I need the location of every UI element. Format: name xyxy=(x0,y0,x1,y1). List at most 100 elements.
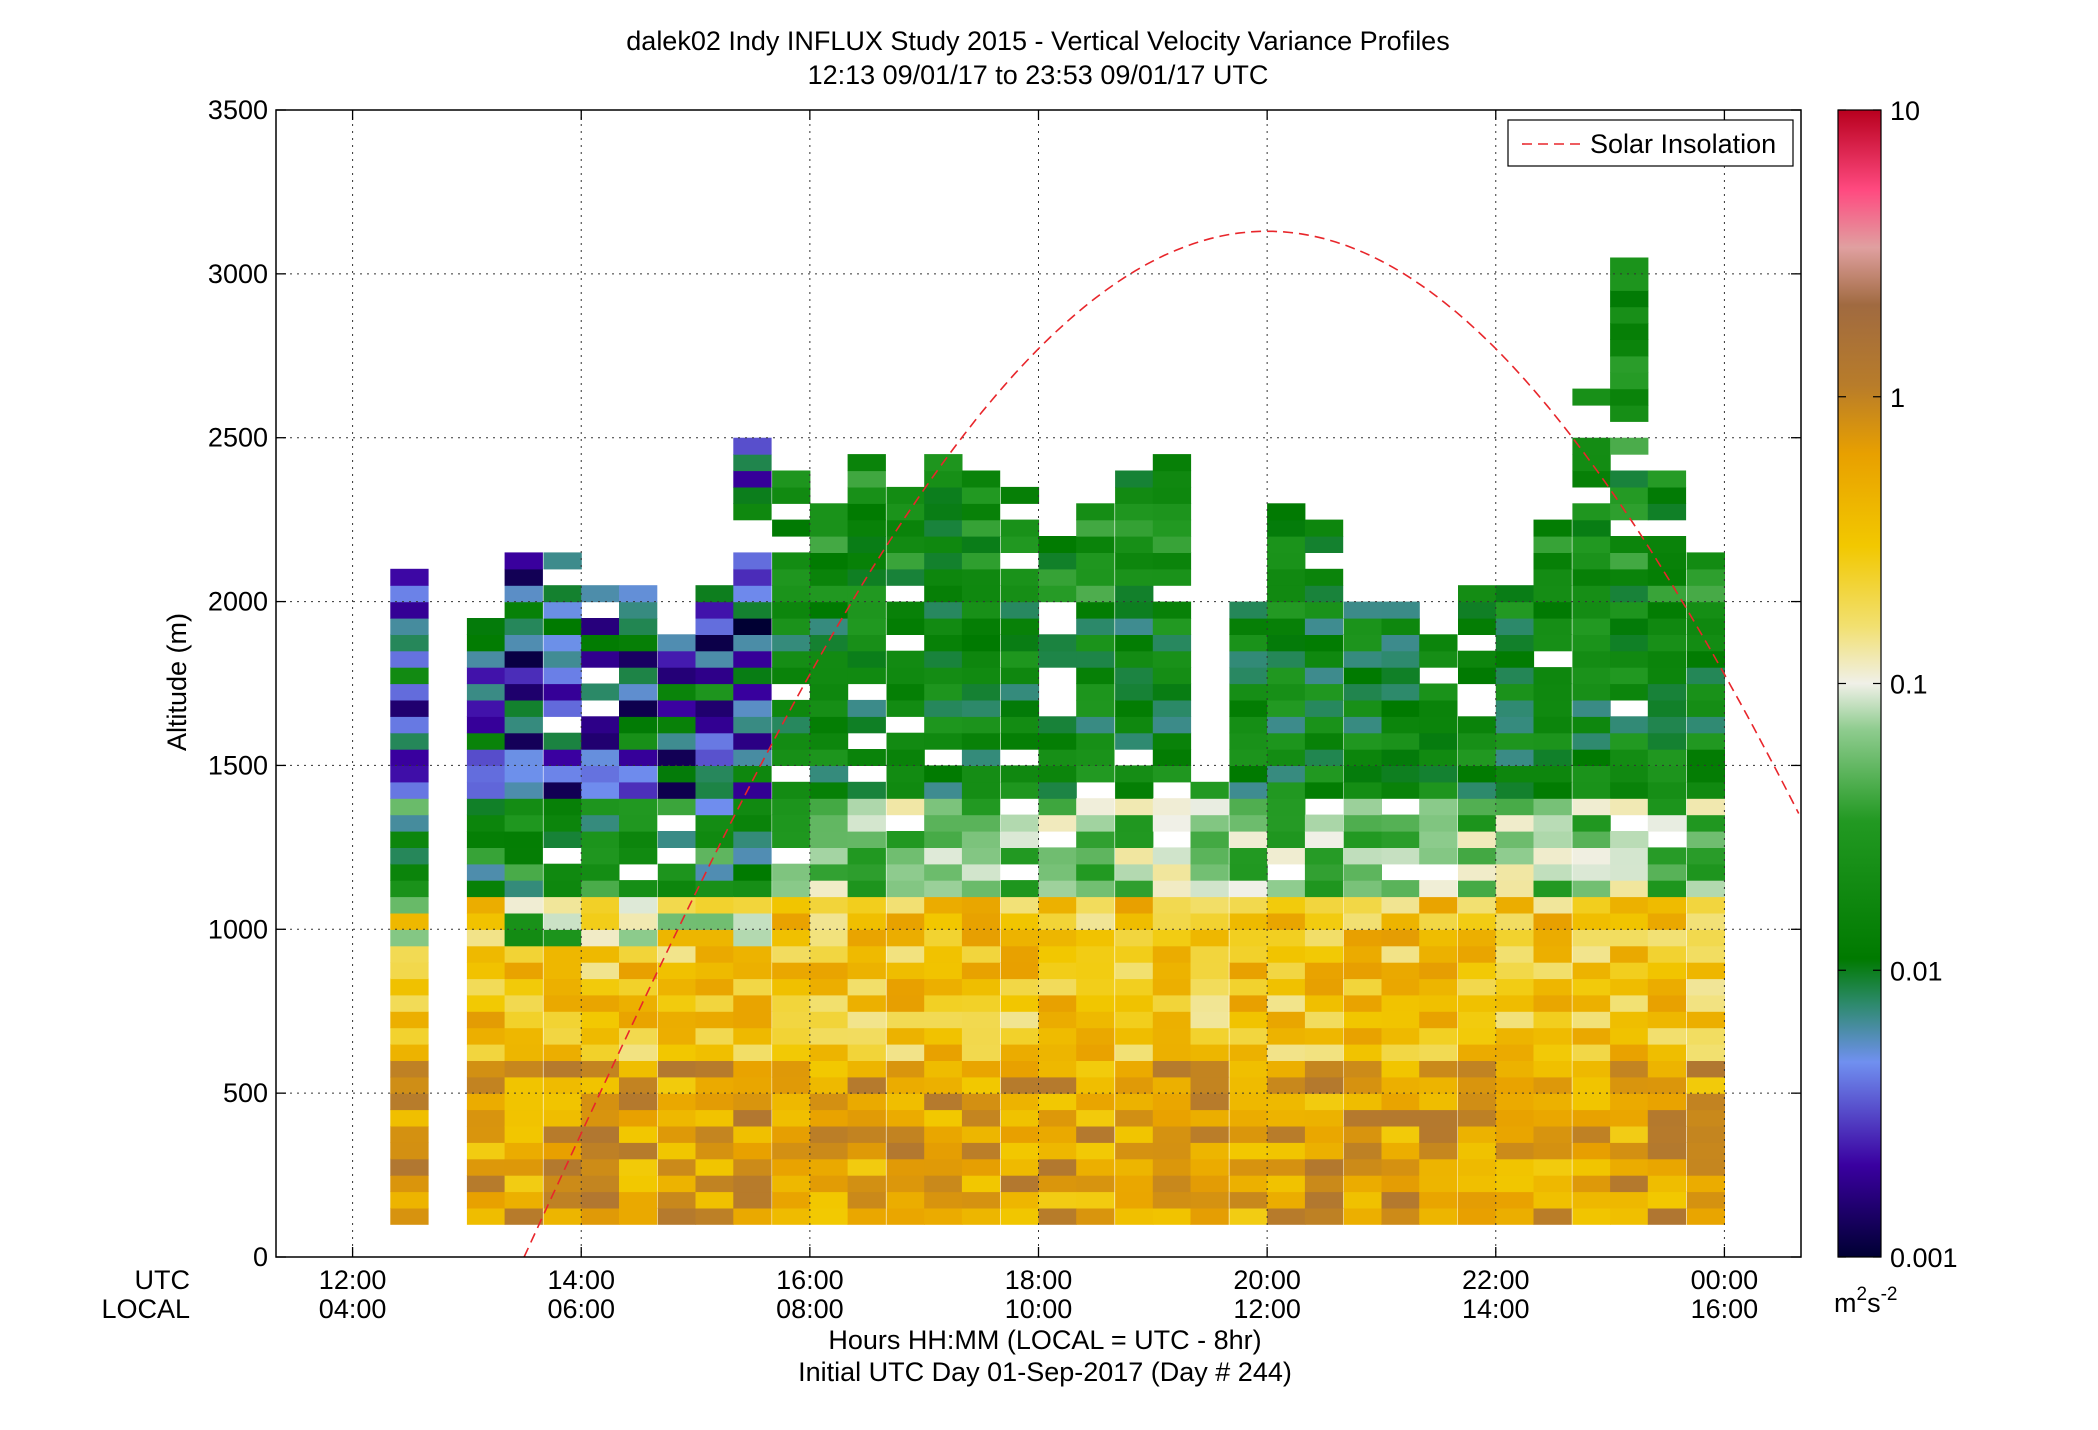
variance-cell xyxy=(886,945,925,963)
variance-cell xyxy=(924,978,963,996)
variance-cell xyxy=(1533,1044,1572,1061)
variance-cell xyxy=(1038,568,1077,586)
x-axis-label-day: Initial UTC Day 01-Sep-2017 (Day # 244) xyxy=(798,1357,1292,1387)
variance-cell xyxy=(543,765,582,783)
variance-cell xyxy=(1000,667,1040,685)
variance-cell xyxy=(466,732,506,750)
variance-cell xyxy=(733,437,772,455)
variance-cell xyxy=(1533,912,1572,930)
variance-cell xyxy=(886,683,925,701)
variance-cell xyxy=(1343,716,1382,734)
variance-cell xyxy=(733,470,772,488)
variance-cell xyxy=(390,634,429,652)
variance-cell xyxy=(1647,880,1687,898)
variance-cell xyxy=(1229,945,1268,963)
variance-cell xyxy=(1647,667,1687,685)
variance-cell xyxy=(1267,929,1306,947)
variance-cell xyxy=(1000,1207,1040,1225)
variance-cell xyxy=(961,667,1001,685)
variance-cell xyxy=(1419,798,1458,816)
variance-cell xyxy=(1572,683,1611,701)
variance-cell xyxy=(809,994,849,1012)
variance-cell xyxy=(1572,880,1611,898)
variance-cell xyxy=(1152,1207,1192,1225)
variance-cell xyxy=(1686,1158,1725,1176)
variance-cell xyxy=(504,1175,543,1193)
variance-cell xyxy=(886,552,925,570)
variance-cell xyxy=(1343,1011,1382,1029)
variance-cell xyxy=(581,1207,620,1225)
variance-cell xyxy=(1115,1191,1154,1209)
variance-cell xyxy=(847,1142,886,1160)
variance-cell xyxy=(1000,1191,1040,1209)
variance-cell xyxy=(1419,634,1458,652)
variance-cell xyxy=(809,732,849,750)
legend-box xyxy=(1507,119,1794,167)
variance-cell xyxy=(1152,503,1192,521)
variance-cell xyxy=(619,732,658,750)
variance-cell xyxy=(1115,912,1154,930)
variance-cell xyxy=(961,781,1001,799)
x-tick-label-local: 04:00 xyxy=(319,1294,387,1324)
variance-cell xyxy=(733,683,772,701)
variance-cell xyxy=(1610,847,1649,865)
variance-cell xyxy=(809,1060,849,1078)
variance-cell xyxy=(1419,847,1458,865)
variance-cell xyxy=(1038,1076,1077,1094)
variance-cell xyxy=(1343,650,1382,668)
variance-cell xyxy=(1229,912,1268,930)
variance-cell xyxy=(1115,552,1154,570)
variance-cell xyxy=(1533,978,1572,996)
variance-cell xyxy=(1000,716,1040,734)
variance-cell xyxy=(1000,1125,1040,1143)
variance-cell xyxy=(657,1060,697,1078)
variance-cell xyxy=(1381,896,1420,914)
variance-cell xyxy=(1458,1125,1497,1143)
variance-cell xyxy=(733,1191,772,1209)
variance-cell xyxy=(390,978,429,996)
variance-cell xyxy=(1267,1060,1306,1078)
variance-cell xyxy=(1152,1011,1192,1029)
variance-cell xyxy=(1038,1027,1077,1045)
variance-cell xyxy=(1000,650,1040,668)
variance-cell xyxy=(1076,716,1115,734)
variance-cell xyxy=(1686,929,1725,947)
variance-cell xyxy=(1152,945,1192,963)
variance-cell xyxy=(504,831,543,848)
variance-cell xyxy=(466,962,506,980)
solar-insolation-curve xyxy=(523,230,1800,1257)
variance-cell xyxy=(1115,732,1154,750)
variance-cell xyxy=(1190,945,1229,963)
variance-cell xyxy=(1572,667,1611,685)
variance-cell xyxy=(847,601,886,619)
variance-cell xyxy=(1038,1109,1077,1127)
variance-cell xyxy=(1419,1125,1458,1143)
variance-cell xyxy=(619,1142,658,1160)
variance-cell xyxy=(1610,1060,1649,1078)
variance-cell xyxy=(1076,536,1115,553)
variance-cell xyxy=(543,552,582,570)
variance-cell xyxy=(1686,863,1725,881)
variance-cell xyxy=(1115,585,1154,603)
variance-cell xyxy=(1229,1076,1268,1094)
variance-cell xyxy=(1533,634,1572,652)
variance-cell xyxy=(924,863,963,881)
variance-cell xyxy=(695,650,734,668)
variance-cell xyxy=(466,880,506,898)
variance-cell xyxy=(1267,912,1306,930)
variance-cell xyxy=(466,912,506,930)
variance-cell xyxy=(1076,912,1115,930)
variance-cell xyxy=(1190,1044,1229,1061)
variance-cell xyxy=(1419,1060,1458,1078)
variance-cell xyxy=(619,1027,658,1045)
variance-cell xyxy=(1495,667,1535,685)
variance-cell xyxy=(1495,1207,1535,1225)
variance-cell xyxy=(1647,863,1687,881)
variance-cell xyxy=(619,847,658,865)
variance-cell xyxy=(1038,814,1077,832)
variance-cell xyxy=(1076,601,1115,619)
variance-cell xyxy=(1267,618,1306,635)
variance-cell xyxy=(1381,765,1420,783)
variance-cell xyxy=(504,585,543,603)
variance-cell xyxy=(1115,683,1154,701)
